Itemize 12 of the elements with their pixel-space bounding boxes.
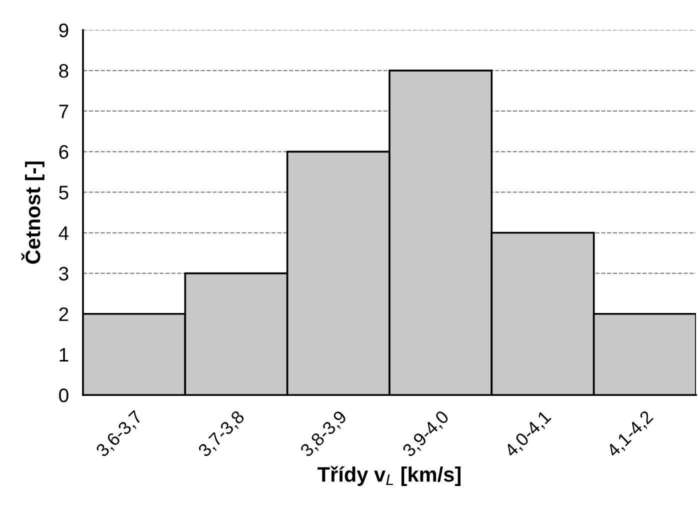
x-axis-title: Třídy v$_{L}$ [km/s] xyxy=(318,466,460,486)
y-axis-title: Četnost [-] xyxy=(21,162,44,264)
y-tick-label: 9 xyxy=(59,23,68,38)
y-tick-label: 5 xyxy=(59,186,68,200)
y-tick-label: 0 xyxy=(59,388,68,402)
y-tick-label: 6 xyxy=(59,145,68,159)
y-tick-label: 3 xyxy=(59,266,68,281)
y-tick-label: 7 xyxy=(59,104,68,118)
y-tick-label: 1 xyxy=(60,348,68,362)
y-tick-label: 2 xyxy=(59,307,68,321)
y-tick-label: 8 xyxy=(59,64,68,78)
y-tick-label: 4 xyxy=(58,226,69,240)
